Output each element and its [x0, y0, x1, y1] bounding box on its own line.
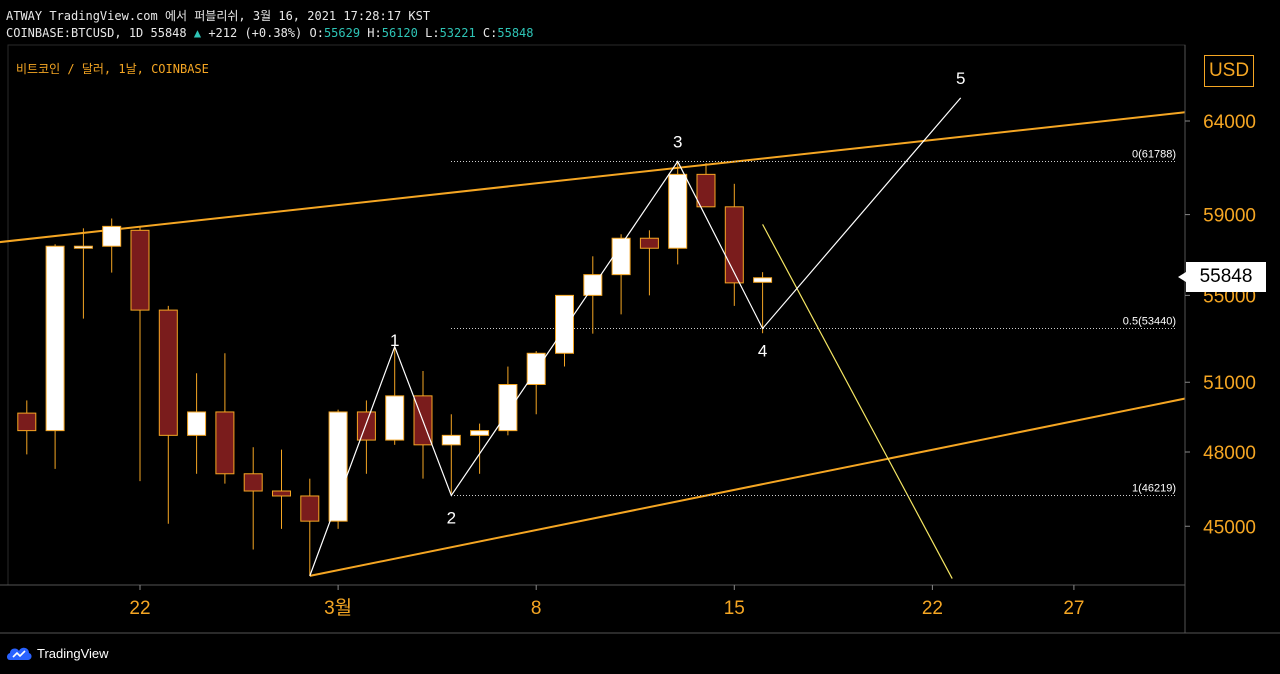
candle-down	[243, 447, 263, 550]
candle-up	[102, 218, 122, 273]
candle-down	[300, 478, 320, 576]
open-value: 55629	[323, 26, 361, 40]
change-label: +212 (+0.38%)	[208, 26, 303, 40]
candle-body	[73, 245, 93, 249]
candle-up	[498, 366, 518, 436]
x-tick-label: 22	[922, 598, 943, 619]
fib-level-label: 0(61788)	[1132, 148, 1176, 160]
candle-body	[356, 411, 376, 441]
candle-body	[441, 434, 461, 446]
x-tick-label: 27	[1063, 598, 1084, 619]
candle-layer	[17, 161, 773, 576]
candle-body	[272, 490, 291, 497]
candle-body	[243, 473, 263, 492]
elliott-wave-path	[309, 97, 962, 577]
candle-down	[413, 371, 433, 479]
y-tick-label: 51000	[1203, 373, 1256, 394]
channel-upper-line	[0, 111, 1185, 244]
high-value: 56120	[381, 26, 418, 40]
symbol-label: COINBASE:BTCUSD, 1D 55848	[6, 26, 187, 40]
candle-up	[555, 294, 574, 367]
projection-line	[762, 224, 953, 579]
candle-up	[73, 228, 93, 319]
candle-up	[753, 272, 773, 334]
open-label: O:	[309, 26, 324, 40]
candle-body	[17, 412, 37, 432]
fib-level-label: 0.5(53440)	[1123, 315, 1176, 327]
close-label: C:	[482, 26, 498, 40]
x-tick-label: 22	[129, 598, 150, 619]
candle-down	[356, 400, 376, 474]
series-legend: 비트코인 / 달러, 1날, COINBASE	[16, 62, 209, 76]
high-label: H:	[367, 26, 382, 40]
tradingview-logo-icon	[7, 647, 32, 660]
candle-up	[668, 161, 688, 265]
ohlc-bar: COINBASE:BTCUSD, 1D 55848 ▲ +212 (+0.38%…	[6, 26, 534, 40]
grid-layer	[7, 44, 1186, 586]
candle-body	[328, 411, 348, 522]
candle-body	[158, 309, 178, 436]
up-arrow-icon: ▲	[193, 26, 202, 40]
plot-frame	[7, 44, 1186, 586]
footer-brand[interactable]: TradingView	[6, 645, 109, 661]
channel-lower-line	[309, 397, 1185, 577]
candle-body	[300, 495, 320, 522]
wave-label: 5	[956, 69, 965, 88]
last-price-tag: 55848	[1178, 262, 1266, 292]
y-tick-label: 64000	[1203, 112, 1256, 133]
y-tick-label: 59000	[1203, 206, 1256, 227]
x-tick-label: 15	[724, 598, 745, 619]
wave-label: 2	[447, 509, 456, 528]
candle-body	[470, 430, 490, 436]
close-value: 55848	[497, 26, 534, 40]
fib-level-label: 1(46219)	[1132, 483, 1176, 495]
candle-body	[45, 245, 65, 432]
candle-body	[611, 237, 631, 276]
candle-down	[272, 449, 291, 529]
low-label: L:	[425, 26, 440, 40]
candle-body	[753, 277, 773, 283]
wave-layer: 1 2 3 4 5	[309, 69, 965, 577]
wave-label: 1	[390, 331, 399, 350]
x-tick-label: 8	[531, 598, 542, 619]
candle-down	[130, 226, 150, 482]
candle-up	[45, 244, 65, 469]
candle-down	[215, 353, 235, 484]
publish-info: ATWAY TradingView.com 에서 퍼블리쉬, 3월 16, 20…	[6, 9, 431, 23]
candle-body	[498, 384, 518, 432]
candle-up	[328, 409, 348, 529]
candle-body	[102, 225, 122, 247]
candle-body	[668, 173, 688, 249]
candle-up	[385, 346, 405, 445]
candle-body	[215, 411, 235, 475]
candle-down	[17, 400, 37, 455]
footer-brand-label: TradingView	[37, 645, 109, 661]
candle-body	[639, 237, 659, 249]
candle-body	[130, 229, 150, 311]
candle-body	[555, 294, 574, 354]
y-tick-label: 45000	[1203, 517, 1256, 538]
candle-up	[470, 423, 490, 474]
candle-body	[385, 395, 405, 441]
wave-label: 4	[758, 341, 767, 360]
candle-down	[724, 183, 744, 306]
x-tick-label: 3월	[324, 597, 352, 619]
candle-body	[187, 411, 207, 436]
currency-button[interactable]: USD	[1204, 55, 1254, 87]
candle-down	[158, 305, 178, 524]
wave-label: 3	[673, 132, 682, 151]
candle-up	[441, 414, 461, 494]
candle-body	[696, 173, 716, 208]
candle-down	[696, 163, 716, 208]
channel-layer	[0, 111, 1185, 579]
candle-up	[611, 234, 631, 315]
candle-down	[639, 230, 659, 296]
candle-body	[724, 206, 744, 284]
low-value: 53221	[439, 26, 476, 40]
y-tick-label: 48000	[1203, 443, 1256, 464]
candle-up	[187, 373, 207, 474]
